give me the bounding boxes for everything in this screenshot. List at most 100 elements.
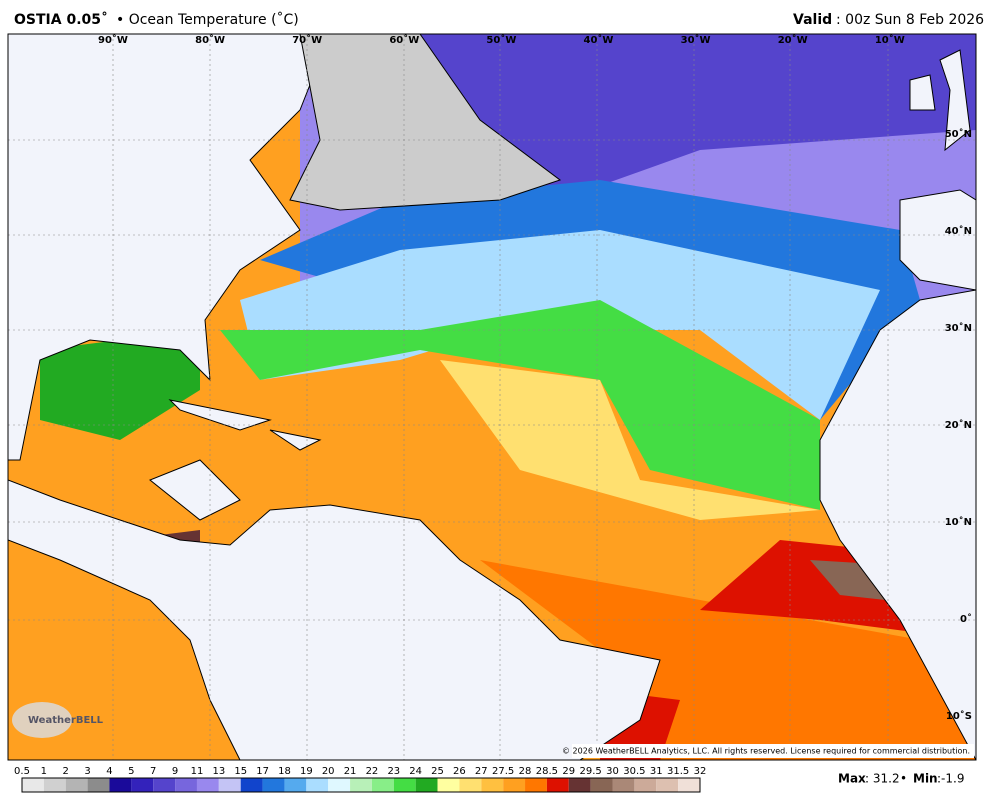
legend-swatch: [306, 778, 329, 792]
legend-swatch: [65, 778, 88, 792]
legend-border: [21, 777, 701, 793]
separator: •: [900, 772, 907, 786]
legend-label: 27.5: [492, 766, 514, 777]
legend-swatch: [196, 778, 219, 792]
legend-label: 27: [475, 766, 488, 777]
lon-label: 70˚W: [292, 34, 322, 46]
lon-label: 50˚W: [486, 34, 516, 46]
max-value: : 31.2: [865, 772, 900, 786]
legend-swatch: [218, 778, 241, 792]
legend-swatch: [371, 778, 394, 792]
legend-label: 26: [453, 766, 466, 777]
legend-swatch: [415, 778, 438, 792]
legend-label: 5: [128, 766, 134, 777]
legend-label: 30.5: [623, 766, 645, 777]
legend-swatch: [590, 778, 613, 792]
lon-label: 90˚W: [98, 34, 128, 46]
lon-labels: 90˚W 80˚W 70˚W 60˚W 50˚W 40˚W 30˚W 20˚W 10˚W: [98, 34, 905, 46]
legend-label: 17: [256, 766, 269, 777]
lon-label: 60˚W: [389, 34, 419, 46]
lat-label: 10˚N: [945, 516, 972, 528]
max-label: Max: [838, 772, 866, 786]
lon-label: 40˚W: [584, 34, 614, 46]
color-legend: 0.5 1 2 3 4 5 7 9 11 13 15 17 18 19 20 21 22 23 24 25 26 27 27…: [14, 766, 707, 793]
legend-swatch: [459, 778, 482, 792]
legend-label: 29.5: [580, 766, 602, 777]
map: 90˚W 80˚W 70˚W 60˚W 50˚W 40˚W 30˚W 20˚W 10˚W 50˚…: [7, 33, 977, 761]
legend-label: 24: [409, 766, 422, 777]
legend-label: 25: [431, 766, 444, 777]
lat-label: 0˚: [960, 613, 972, 625]
copyright: © 2026 WeatherBELL Analytics, LLC. All r…: [562, 747, 970, 756]
legend-swatch: [525, 778, 547, 792]
legend-label: 18: [278, 766, 291, 777]
legend-label: 31.5: [667, 766, 689, 777]
min-value: :-1.9: [937, 772, 964, 786]
lon-label: 10˚W: [875, 34, 905, 46]
legend-swatch: [240, 778, 263, 792]
valid-label: Valid: [793, 12, 832, 28]
lat-label: 10˚S: [946, 710, 972, 722]
legend-label: 3: [84, 766, 90, 777]
lon-label: 20˚W: [778, 34, 808, 46]
legend-swatch: [546, 778, 569, 792]
copyright-box: [572, 744, 974, 758]
legend-label: 29: [562, 766, 575, 777]
legend-label: 19: [300, 766, 313, 777]
legend-label: 21: [344, 766, 357, 777]
logo-mark: [12, 702, 72, 738]
legend-swatch: [481, 778, 504, 792]
legend-swatch: [262, 778, 285, 792]
legend-swatch: [437, 778, 460, 792]
mild-water: [220, 300, 820, 510]
legend-label: 31: [650, 766, 663, 777]
legend-swatch: [634, 778, 657, 792]
legend-swatch: [109, 778, 132, 792]
legend-label: 7: [150, 766, 156, 777]
legend-label: 11: [191, 766, 204, 777]
warm-water: [440, 360, 820, 520]
legend-label: 13: [212, 766, 225, 777]
legend-label: 0.5: [14, 766, 30, 777]
lat-label: 50˚N: [945, 128, 972, 140]
legend-swatch: [393, 778, 416, 792]
legend-swatch: [612, 778, 635, 792]
lon-label: 80˚W: [195, 34, 225, 46]
lat-label: 30˚N: [945, 322, 972, 334]
valid-time: : 00z Sun 8 Feb 2026: [836, 12, 984, 28]
legend-swatch: [43, 778, 66, 792]
legend-swatch: [350, 778, 372, 792]
legend-label: 30: [606, 766, 619, 777]
legend-label: 28: [519, 766, 532, 777]
mild-water: [40, 330, 200, 440]
legend-swatch: [328, 778, 351, 792]
legend-label: 23: [387, 766, 400, 777]
legend-label: 20: [322, 766, 335, 777]
legend-swatch: [656, 778, 679, 792]
legend-swatch: [87, 778, 110, 792]
legend-swatch: [678, 778, 700, 792]
legend-label: 32: [694, 766, 707, 777]
legend-swatch: [131, 778, 154, 792]
logo: WeatherBELL: [28, 715, 104, 726]
legend-label: 4: [106, 766, 112, 777]
legend-swatch: [153, 778, 176, 792]
legend-label: 1: [41, 766, 47, 777]
legend-label: 15: [234, 766, 247, 777]
model-name: OSTIA 0.05˚: [14, 11, 108, 28]
min-label: Min: [913, 772, 938, 786]
legend-swatch: [22, 778, 44, 792]
legend-label: 9: [172, 766, 178, 777]
map-title: • Ocean Temperature (˚C): [116, 11, 299, 28]
legend-label: 28.5: [536, 766, 558, 777]
hot-water: [480, 560, 976, 760]
legend-swatch: [175, 778, 197, 792]
lat-label: 40˚N: [945, 225, 972, 237]
lat-label: 20˚N: [945, 419, 972, 431]
lat-labels: 50˚N 40˚N 30˚N 20˚N 10˚N 0˚ 10˚S: [945, 128, 972, 722]
legend-swatch: [284, 778, 307, 792]
lon-label: 30˚W: [681, 34, 711, 46]
map-border: [7, 33, 977, 761]
